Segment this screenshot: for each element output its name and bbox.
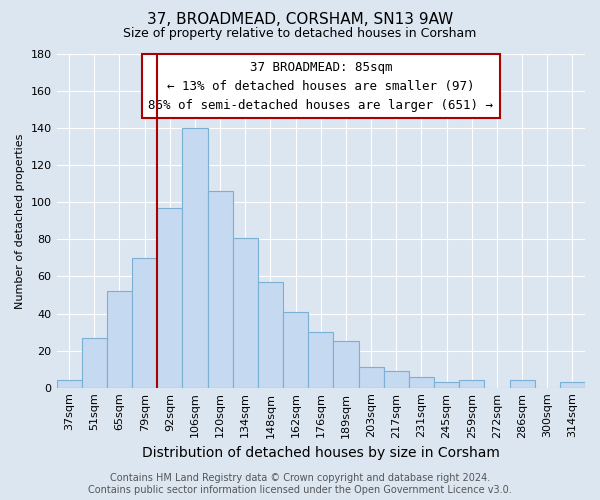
Bar bbox=[359, 368, 383, 388]
Bar bbox=[334, 342, 359, 388]
Text: 37 BROADMEAD: 85sqm
← 13% of detached houses are smaller (97)
86% of semi-detach: 37 BROADMEAD: 85sqm ← 13% of detached ho… bbox=[148, 60, 493, 112]
Text: 37, BROADMEAD, CORSHAM, SN13 9AW: 37, BROADMEAD, CORSHAM, SN13 9AW bbox=[147, 12, 453, 28]
X-axis label: Distribution of detached houses by size in Corsham: Distribution of detached houses by size … bbox=[142, 446, 500, 460]
Text: Contains HM Land Registry data © Crown copyright and database right 2024.
Contai: Contains HM Land Registry data © Crown c… bbox=[88, 474, 512, 495]
Y-axis label: Number of detached properties: Number of detached properties bbox=[15, 133, 25, 308]
Text: Size of property relative to detached houses in Corsham: Size of property relative to detached ho… bbox=[124, 28, 476, 40]
Bar bbox=[132, 258, 157, 388]
Bar bbox=[409, 376, 434, 388]
Bar bbox=[208, 191, 233, 388]
Bar bbox=[182, 128, 208, 388]
Bar bbox=[383, 371, 409, 388]
Bar bbox=[283, 312, 308, 388]
Bar bbox=[560, 382, 585, 388]
Bar bbox=[459, 380, 484, 388]
Bar bbox=[258, 282, 283, 388]
Bar bbox=[509, 380, 535, 388]
Bar bbox=[82, 338, 107, 388]
Bar bbox=[308, 332, 334, 388]
Bar bbox=[157, 208, 182, 388]
Bar bbox=[56, 380, 82, 388]
Bar bbox=[107, 292, 132, 388]
Bar bbox=[434, 382, 459, 388]
Bar bbox=[233, 238, 258, 388]
